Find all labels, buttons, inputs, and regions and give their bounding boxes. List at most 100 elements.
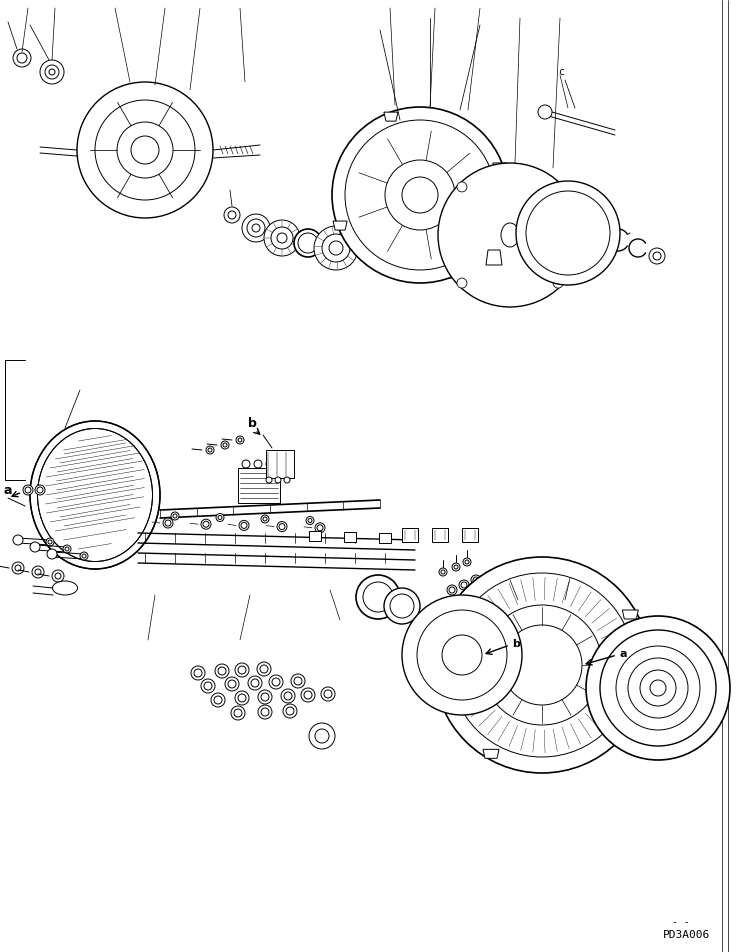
Circle shape — [214, 696, 222, 704]
Polygon shape — [483, 749, 499, 759]
Circle shape — [269, 675, 283, 689]
Circle shape — [434, 557, 650, 773]
Circle shape — [235, 691, 249, 705]
Circle shape — [457, 278, 467, 288]
Circle shape — [264, 220, 300, 256]
Circle shape — [52, 570, 64, 582]
Circle shape — [553, 182, 563, 192]
Circle shape — [261, 515, 269, 523]
Circle shape — [261, 693, 269, 701]
Circle shape — [402, 595, 522, 715]
Circle shape — [304, 691, 312, 699]
Circle shape — [117, 122, 173, 178]
Circle shape — [473, 577, 479, 583]
Circle shape — [308, 519, 312, 523]
Circle shape — [283, 704, 297, 718]
Circle shape — [257, 662, 271, 676]
Circle shape — [329, 241, 343, 255]
Circle shape — [301, 688, 315, 702]
Circle shape — [600, 630, 716, 746]
Circle shape — [450, 573, 634, 757]
Circle shape — [272, 678, 280, 686]
Circle shape — [345, 120, 495, 270]
Circle shape — [286, 707, 294, 715]
Circle shape — [247, 219, 265, 237]
Circle shape — [238, 694, 246, 702]
Circle shape — [438, 163, 582, 307]
Circle shape — [322, 234, 350, 262]
Polygon shape — [402, 528, 418, 542]
Polygon shape — [344, 532, 356, 542]
Circle shape — [294, 229, 322, 257]
Ellipse shape — [30, 421, 160, 569]
Circle shape — [242, 460, 250, 468]
Circle shape — [258, 705, 272, 719]
Circle shape — [204, 682, 212, 690]
Circle shape — [13, 49, 31, 67]
Circle shape — [239, 521, 249, 530]
Circle shape — [95, 100, 195, 200]
Circle shape — [225, 677, 239, 691]
Polygon shape — [449, 269, 463, 278]
Circle shape — [48, 540, 52, 544]
Circle shape — [586, 616, 730, 760]
Circle shape — [275, 477, 281, 483]
Circle shape — [439, 568, 447, 576]
Circle shape — [235, 663, 249, 677]
Polygon shape — [622, 610, 639, 619]
Circle shape — [194, 669, 202, 677]
Polygon shape — [445, 610, 462, 619]
Circle shape — [12, 562, 24, 574]
Ellipse shape — [38, 428, 152, 562]
Circle shape — [266, 477, 272, 483]
Circle shape — [306, 517, 314, 525]
Circle shape — [234, 709, 242, 717]
Circle shape — [317, 525, 323, 531]
Circle shape — [131, 136, 159, 164]
Circle shape — [516, 181, 620, 285]
Circle shape — [211, 693, 225, 707]
Circle shape — [441, 570, 445, 574]
Circle shape — [63, 545, 71, 553]
Text: c: c — [558, 67, 564, 77]
Circle shape — [251, 679, 259, 687]
Circle shape — [203, 521, 209, 527]
Circle shape — [284, 477, 290, 483]
Circle shape — [30, 542, 40, 552]
Circle shape — [650, 680, 666, 696]
Circle shape — [298, 233, 318, 253]
Circle shape — [309, 723, 335, 749]
Circle shape — [471, 575, 481, 585]
Circle shape — [616, 646, 700, 730]
Circle shape — [417, 610, 507, 700]
Circle shape — [17, 53, 27, 63]
Circle shape — [216, 513, 224, 522]
Circle shape — [201, 679, 215, 693]
Text: PD3A006: PD3A006 — [663, 930, 710, 940]
Circle shape — [25, 487, 31, 493]
Circle shape — [47, 549, 57, 559]
Polygon shape — [266, 450, 294, 478]
Circle shape — [384, 588, 420, 624]
Circle shape — [254, 460, 262, 468]
Circle shape — [553, 278, 563, 288]
Circle shape — [332, 107, 508, 283]
Polygon shape — [612, 726, 628, 736]
Circle shape — [452, 563, 460, 571]
Circle shape — [37, 487, 43, 493]
Circle shape — [49, 69, 55, 75]
Circle shape — [55, 573, 61, 579]
Circle shape — [482, 605, 602, 725]
Polygon shape — [432, 528, 448, 542]
Circle shape — [40, 60, 64, 84]
Polygon shape — [333, 221, 347, 230]
Circle shape — [248, 676, 262, 690]
Circle shape — [206, 446, 214, 454]
Circle shape — [238, 666, 246, 674]
Circle shape — [236, 436, 244, 444]
Circle shape — [46, 538, 54, 546]
Circle shape — [284, 692, 292, 700]
Circle shape — [23, 485, 33, 495]
Circle shape — [221, 441, 229, 449]
Polygon shape — [493, 163, 507, 172]
